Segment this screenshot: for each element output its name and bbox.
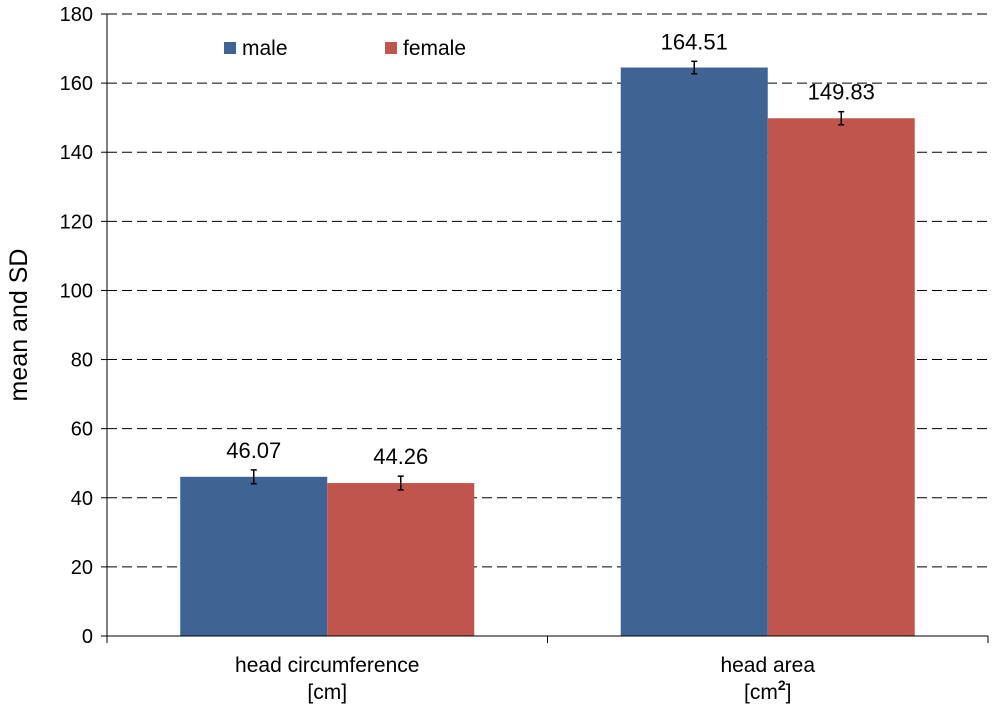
- bars: [180, 67, 915, 637]
- category-label: head area: [720, 654, 815, 677]
- category-labels: head circumference [cm] head area[cm2]: [235, 654, 815, 704]
- category-unit-label: [cm2]: [744, 677, 791, 704]
- y-tick-label: 40: [71, 488, 93, 510]
- bar-female-0: [327, 483, 475, 636]
- legend: male female: [224, 37, 466, 60]
- y-tick-label: 180: [60, 4, 93, 26]
- bar-female-1: [767, 118, 915, 637]
- data-label-female-0: 44.26: [373, 444, 428, 469]
- data-labels: 46.07 44.26 164.51 149.83: [226, 29, 875, 469]
- y-tick-labels: 0 20 40 60 80 100 120 140 160 180: [60, 4, 93, 648]
- gridlines: [107, 13, 988, 568]
- y-tick-label: 140: [60, 142, 93, 164]
- legend-swatch-female: [385, 42, 397, 54]
- y-tick-label: 0: [82, 626, 93, 648]
- error-bars: [250, 60, 845, 491]
- legend-swatch-male: [224, 42, 236, 54]
- legend-label-female: female: [403, 37, 466, 60]
- category-unit-label: [cm]: [307, 681, 347, 704]
- y-tick-label: 100: [60, 280, 93, 302]
- y-tick-label: 60: [71, 419, 93, 441]
- data-label-male-1: 164.51: [661, 29, 728, 54]
- y-tick-label: 80: [71, 350, 93, 372]
- y-tick-label: 120: [60, 211, 93, 233]
- y-tick-label: 20: [71, 557, 93, 579]
- axes: [101, 13, 989, 643]
- bar-male-0: [180, 476, 328, 636]
- category-label: head circumference: [235, 654, 419, 677]
- y-tick-label: 160: [60, 73, 93, 95]
- data-label-female-1: 149.83: [808, 80, 875, 105]
- y-axis-title: mean and SD: [5, 249, 33, 402]
- legend-label-male: male: [242, 37, 288, 60]
- bar-male-1: [620, 67, 768, 637]
- data-label-male-0: 46.07: [226, 438, 281, 463]
